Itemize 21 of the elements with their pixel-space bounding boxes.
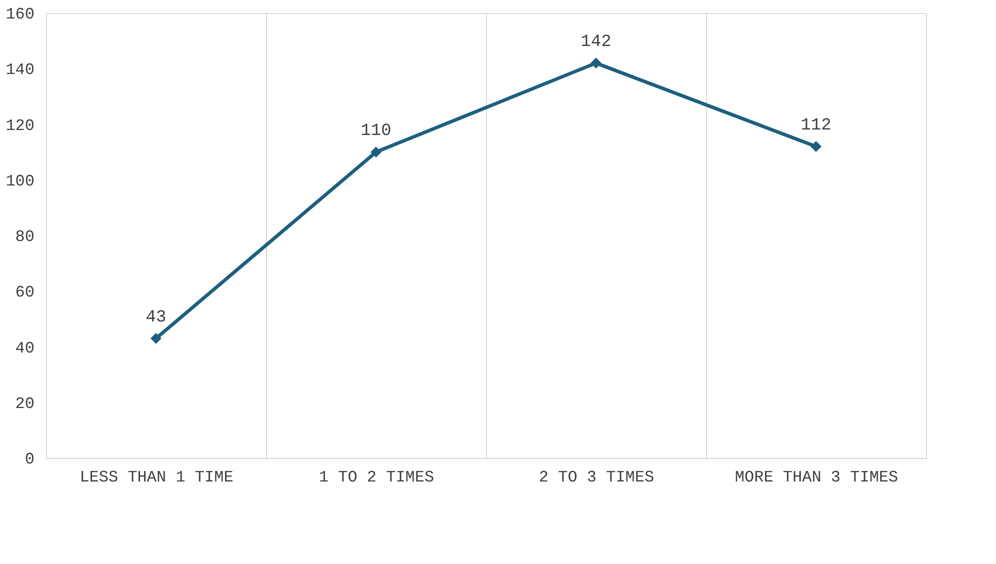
point (150, 332, 162, 344)
y-tick-label: 140 (6, 61, 34, 80)
x-tick-label: LESS THAN 1 TIME (80, 468, 234, 486)
point (590, 58, 602, 69)
data-label: 142 (580, 33, 612, 52)
y-tick-label: 100 (6, 172, 34, 190)
x-tick-label: MORE THAN 3 TIMES (734, 468, 898, 486)
x-tick-label: 2 TO 3 TIMES (538, 468, 654, 486)
data-label: 110 (360, 122, 392, 142)
data-label: 43 (146, 308, 166, 328)
y-tick-label: 40 (15, 339, 34, 358)
y-tick-label: 160 (6, 6, 34, 24)
point (810, 141, 822, 152)
y-tick-label: 20 (15, 394, 34, 413)
y-tick-label: 120 (6, 116, 34, 135)
data-label: 112 (800, 116, 832, 136)
y-tick-label: 60 (15, 284, 34, 302)
point (370, 146, 382, 158)
y-tick-label: 80 (15, 228, 34, 246)
x-tick-label: 1 TO 2 TIMES (318, 468, 434, 486)
y-tick-label: 0 (24, 450, 34, 468)
